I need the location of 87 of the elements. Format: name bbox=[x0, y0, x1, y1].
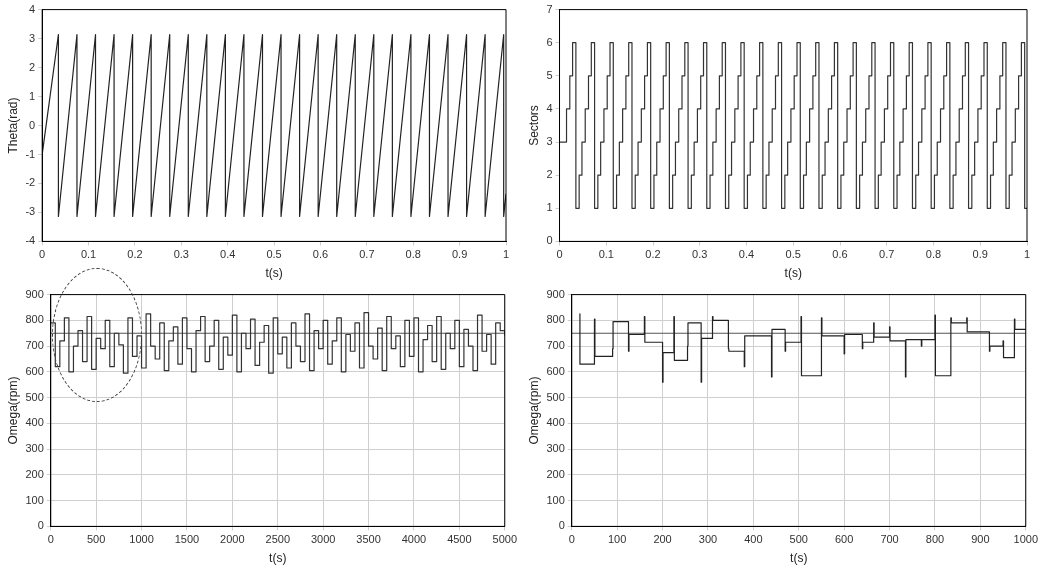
y-axis-title: Omega(rpm) bbox=[526, 376, 541, 445]
y-tick-label: 2 bbox=[29, 60, 36, 73]
x-tick-label: 3500 bbox=[356, 533, 381, 546]
y-axis-title: Sectors bbox=[526, 105, 541, 146]
y-tick-label: 4 bbox=[29, 2, 36, 15]
x-tick-label: 0.4 bbox=[738, 248, 755, 261]
y-tick-label: 0 bbox=[37, 519, 44, 532]
x-tick-label: 0.2 bbox=[645, 248, 661, 261]
y-tick-label: 300 bbox=[25, 442, 44, 455]
y-tick-label: 1 bbox=[546, 201, 553, 214]
x-tick-label: 200 bbox=[653, 533, 672, 546]
y-tick-label: 0 bbox=[558, 519, 565, 532]
y-tick-label: 5 bbox=[546, 68, 553, 81]
x-axis-title: t(s) bbox=[265, 266, 283, 281]
x-tick-label: 0.4 bbox=[220, 248, 236, 261]
x-tick-label: 1500 bbox=[174, 533, 200, 546]
y-tick-label: 100 bbox=[546, 493, 565, 506]
x-tick-label: 500 bbox=[86, 533, 106, 546]
y-tick-label: 900 bbox=[25, 287, 44, 300]
x-tick-label: 1 bbox=[1023, 248, 1031, 261]
x-tick-label: 300 bbox=[698, 533, 718, 546]
x-axis-title: t(s) bbox=[790, 551, 808, 566]
x-tick-label: 1000 bbox=[1013, 533, 1039, 546]
y-tick-label: -4 bbox=[25, 234, 36, 247]
y-tick-label: 700 bbox=[546, 339, 565, 352]
x-tick-label: 800 bbox=[925, 533, 945, 546]
y-tick-label: 100 bbox=[25, 493, 44, 506]
y-tick-label: 500 bbox=[546, 390, 565, 403]
y-tick-label: 4 bbox=[546, 101, 553, 114]
y-tick-label: 600 bbox=[25, 364, 44, 377]
x-tick-label: 0.3 bbox=[692, 248, 708, 261]
x-tick-label: 0.9 bbox=[451, 248, 468, 261]
x-tick-label: 0.1 bbox=[80, 248, 97, 261]
x-tick-label: 0.7 bbox=[359, 248, 375, 261]
x-tick-label: 900 bbox=[971, 533, 990, 546]
x-tick-label: 4500 bbox=[447, 533, 472, 546]
y-tick-label: 2 bbox=[546, 168, 553, 181]
x-tick-label: 400 bbox=[744, 533, 763, 546]
y-tick-label: 3 bbox=[546, 135, 553, 148]
x-tick-label: 0.5 bbox=[785, 248, 801, 261]
x-tick-label: 0.2 bbox=[127, 248, 143, 261]
y-axis-title: Omega(rpm) bbox=[5, 376, 20, 445]
x-tick-label: 4000 bbox=[401, 533, 427, 546]
y-tick-label: 200 bbox=[546, 467, 565, 480]
x-tick-label: 0.1 bbox=[598, 248, 614, 261]
y-tick-label: 0 bbox=[29, 118, 36, 131]
y-tick-label: 200 bbox=[25, 467, 44, 480]
y-tick-label: 0 bbox=[546, 234, 553, 247]
y-tick-label: 700 bbox=[25, 339, 44, 352]
x-tick-label: 2000 bbox=[220, 533, 245, 546]
x-axis-title: t(s) bbox=[784, 266, 802, 281]
y-tick-label: 800 bbox=[25, 313, 44, 326]
x-tick-label: 700 bbox=[880, 533, 899, 546]
x-tick-label: 100 bbox=[607, 533, 627, 546]
y-axis-title: Theta(rad) bbox=[5, 97, 20, 154]
x-tick-label: 1000 bbox=[129, 533, 154, 546]
x-axis-title: t(s) bbox=[269, 551, 287, 566]
y-tick-label: 500 bbox=[25, 390, 44, 403]
x-tick-label: 0.5 bbox=[266, 248, 282, 261]
y-tick-label: 7 bbox=[546, 2, 553, 15]
x-tick-label: 0.7 bbox=[879, 248, 895, 261]
x-tick-label: 2500 bbox=[265, 533, 290, 546]
x-tick-label: 0 bbox=[47, 533, 54, 546]
x-tick-label: 0 bbox=[568, 533, 575, 546]
x-tick-label: 0.9 bbox=[972, 248, 988, 261]
y-tick-label: 6 bbox=[546, 35, 553, 48]
x-tick-label: 0.6 bbox=[832, 248, 848, 261]
y-tick-label: 1 bbox=[29, 89, 36, 102]
y-tick-label: 400 bbox=[546, 416, 565, 429]
y-tick-label: -3 bbox=[25, 205, 36, 218]
y-tick-label: 800 bbox=[546, 313, 565, 326]
y-tick-label: 900 bbox=[546, 287, 565, 300]
x-tick-label: 3000 bbox=[310, 533, 336, 546]
x-tick-label: 600 bbox=[834, 533, 854, 546]
y-tick-label: 300 bbox=[546, 442, 565, 455]
y-tick-label: 600 bbox=[546, 364, 565, 377]
y-tick-label: 400 bbox=[25, 416, 44, 429]
y-tick-label: 3 bbox=[29, 31, 36, 44]
x-tick-label: 500 bbox=[789, 533, 808, 546]
x-tick-label: 0.6 bbox=[312, 248, 329, 261]
x-tick-label: 0.8 bbox=[405, 248, 421, 261]
y-tick-label: -2 bbox=[25, 176, 36, 189]
x-tick-label: 0.8 bbox=[925, 248, 942, 261]
x-tick-label: 1 bbox=[502, 248, 510, 261]
x-tick-label: 0.3 bbox=[173, 248, 189, 261]
x-tick-label: 5000 bbox=[492, 533, 518, 546]
y-tick-label: -1 bbox=[25, 147, 36, 160]
